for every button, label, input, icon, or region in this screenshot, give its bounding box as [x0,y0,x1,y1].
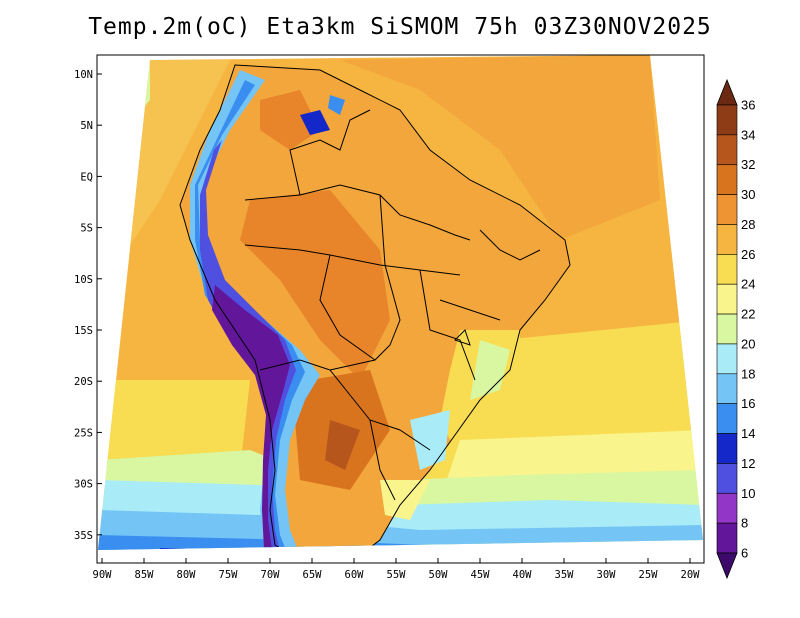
colorbar-swatch [716,403,738,434]
lat-tick-label: 35S [74,530,93,542]
lon-tick-label: 85W [135,569,155,581]
colorbar-swatch [716,254,738,285]
colorbar-label: 8 [741,516,748,531]
colorbar-label: 12 [741,456,755,471]
colorbar-label: 26 [741,247,755,262]
colorbar-swatch [716,104,738,136]
colorbar-swatch [716,463,738,494]
lat-tick-label: 30S [74,479,93,491]
colorbar-label: 34 [741,127,755,142]
lon-tick-label: 75W [219,569,239,581]
lat-tick-label: 10S [74,274,93,286]
lat-tick-label: 5N [80,120,93,132]
colorbar-label: 20 [741,336,755,351]
colorbar-swatch [716,433,738,464]
temperature-field [98,55,703,550]
lon-tick-label: 55W [387,569,407,581]
lon-tick-label: 80W [177,569,197,581]
colorbar-swatch [716,194,738,225]
colorbar-label: 14 [741,426,755,441]
colorbar-label: 18 [741,366,755,381]
colorbar-swatch [716,343,738,375]
latitude-axis: 10N 5N EQ 5S 10S 15S 20S 25S 30S 35S [74,69,102,542]
lat-tick-label: 15S [74,325,93,337]
lon-tick-label: 20W [681,569,701,581]
lon-tick-label: 40W [513,569,533,581]
lon-tick-label: 45W [471,569,491,581]
colorbar-swatch [716,492,738,524]
lon-tick-label: 60W [345,569,365,581]
colorbar-swatch [716,224,738,255]
colorbar-swatch [716,164,738,195]
colorbar: 36 34 32 30 28 26 24 22 20 18 16 14 12 10 8 6 [716,78,755,580]
lon-tick-label: 65W [303,569,323,581]
lat-tick-label: 25S [74,427,93,439]
lon-tick-label: 50W [429,569,449,581]
colorbar-label: 28 [741,217,755,232]
lat-tick-label: 5S [80,223,93,235]
colorbar-label: 36 [741,98,755,113]
colorbar-swatch [716,522,738,554]
colorbar-max-triangle [716,78,738,106]
lat-tick-label: 20S [74,376,93,388]
map-title: Temp.2m(oC) Eta3km SiSMOM 75h 03Z30NOV20… [88,14,712,40]
colorbar-label: 22 [741,307,755,322]
colorbar-min-triangle [716,552,738,580]
country-borders [179,64,571,550]
longitude-axis: 90W 85W 80W 75W 70W 65W 60W 55W 50W 45W 40W 35W 30W 2… [93,558,701,581]
colorbar-swatch [716,373,738,404]
lon-tick-label: 30W [597,569,617,581]
colorbar-label: 16 [741,396,755,411]
lon-tick-label: 35W [555,569,575,581]
colorbar-label: 30 [741,187,755,202]
colorbar-swatch [716,134,738,166]
lat-tick-label: 10N [74,69,93,81]
colorbar-label: 10 [741,486,755,501]
colorbar-label: 24 [741,277,755,292]
colorbar-label: 32 [741,157,755,172]
colorbar-swatch [716,283,738,315]
colorbar-label: 6 [741,546,748,561]
lon-tick-label: 70W [261,569,281,581]
lat-tick-label: EQ [80,171,93,183]
colorbar-swatch [716,313,738,345]
lon-tick-label: 90W [93,569,113,581]
map-frame [96,54,705,564]
lon-tick-label: 25W [639,569,659,581]
